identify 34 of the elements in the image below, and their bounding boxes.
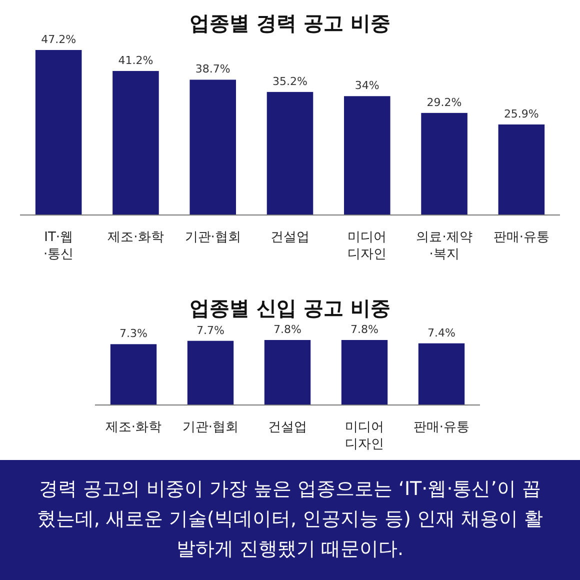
x-tick-label: IT·웹·통신	[44, 230, 74, 262]
x-tick-label: 판매·유통	[413, 420, 470, 435]
data-label: 7.3%	[120, 327, 148, 340]
data-label: 38.7%	[195, 62, 230, 76]
x-tick-label: 제조·화학	[108, 230, 164, 245]
text: 경력 공고의 비중이 가장 높은 업종으로는 ‘IT·웹·통신’이 꼽혔는데, 새로운 기술(빅데이터, 인공지능 등) 인재 채용이 활발하게 진행됐기 때문이다.	[36, 477, 544, 562]
x-tick-label: 기관·협회	[184, 230, 241, 245]
data-label: 47.2%	[41, 33, 76, 46]
bar	[266, 92, 314, 215]
x-tick-label: 제조·화학	[105, 420, 162, 435]
data-label: 7.8%	[274, 323, 302, 336]
bar	[344, 96, 390, 215]
bar	[190, 80, 236, 215]
x-tick-label: 건설업	[268, 420, 307, 435]
chart-title: 업종별 신입 공고 비중	[190, 296, 390, 320]
x-tick-label: 미디어 디자인	[345, 420, 384, 452]
x-tick-label: 미디어 디자인	[348, 230, 387, 262]
x-tick-label: 판매·유통	[493, 230, 550, 245]
chart-title: 업종별 경력 공고 비중	[190, 11, 390, 35]
data-label: 25.9%	[504, 107, 539, 120]
data-label: 7.8%	[350, 323, 378, 336]
x-tick-label: 의료·제약·복지	[416, 230, 472, 262]
bar	[421, 112, 468, 215]
data-label: 34%	[354, 79, 380, 92]
data-label: 35.2%	[272, 74, 308, 88]
bar	[35, 50, 82, 215]
data-label: 7.4%	[428, 326, 456, 340]
bar	[498, 124, 545, 215]
data-label: 29.2%	[426, 96, 462, 109]
data-label: 41.2%	[118, 54, 154, 67]
x-tick-label: 기관·협회	[182, 420, 239, 435]
data-label: 7.7%	[196, 324, 224, 337]
bar	[112, 70, 159, 215]
x-tick-label: 건설업	[270, 230, 310, 245]
